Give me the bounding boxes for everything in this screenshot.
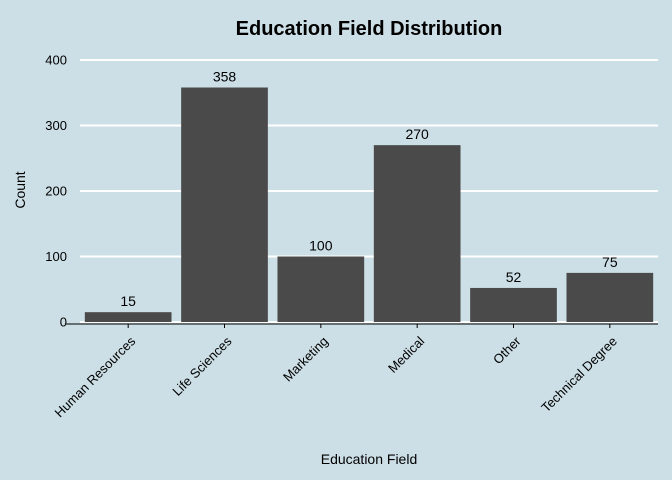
bar (84, 312, 172, 322)
bar (181, 87, 268, 322)
bars (84, 87, 654, 322)
data-label: 52 (506, 269, 522, 285)
bar (277, 256, 365, 322)
y-tick-label: 0 (60, 315, 67, 330)
data-label: 75 (602, 254, 618, 270)
y-tick-label: 300 (45, 118, 67, 133)
data-label: 100 (309, 238, 333, 254)
y-tick-label: 200 (45, 184, 67, 199)
x-axis-title: Education Field (321, 451, 418, 467)
data-label: 15 (120, 293, 136, 309)
chart-title: Education Field Distribution (236, 18, 503, 40)
y-axis-title: Count (12, 171, 28, 208)
bar (373, 145, 461, 322)
y-tick-label: 400 (45, 53, 67, 68)
y-tick-label: 100 (45, 249, 67, 264)
bar (566, 272, 654, 322)
data-label: 270 (405, 126, 429, 142)
y-axis: 0 100 200 300 400 (45, 53, 67, 330)
grid-lines (80, 59, 658, 323)
bar (470, 287, 557, 322)
data-label: 358 (213, 69, 237, 85)
data-labels: 15 358 100 270 52 75 (120, 69, 617, 310)
